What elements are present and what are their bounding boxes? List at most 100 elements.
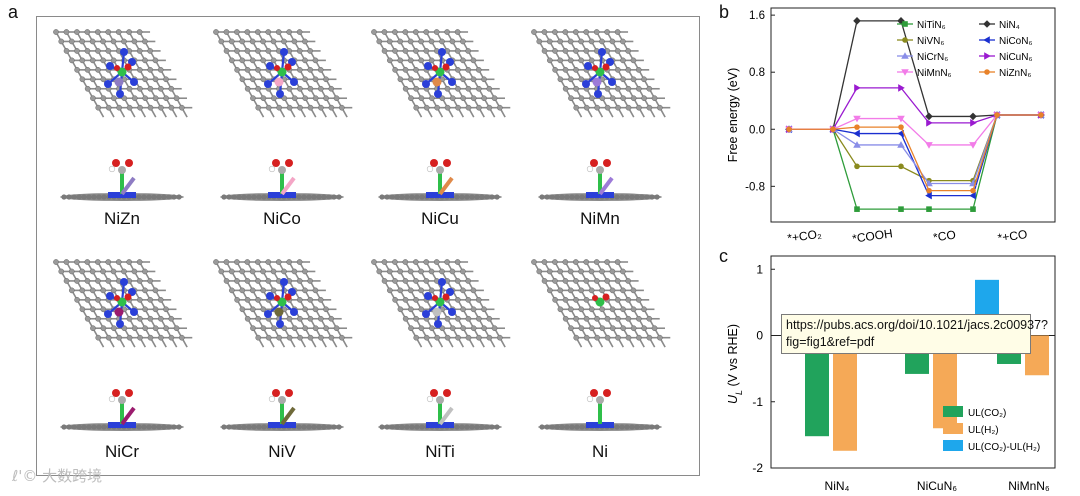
data-point	[902, 21, 908, 27]
y-tick-label: -1	[752, 395, 763, 409]
legend-item: NiZnN₆	[979, 68, 1031, 79]
legend-label: NiN₄	[999, 20, 1020, 31]
y-tick-label: 1	[756, 262, 763, 276]
data-point	[897, 141, 905, 148]
data-point	[898, 124, 904, 130]
series-path	[789, 114, 1041, 146]
structure-cell: NiCo	[202, 22, 362, 242]
graphene-model-icon	[213, 259, 353, 431]
series-line	[786, 112, 1044, 184]
x-category-label: NiCuN₆	[917, 479, 957, 493]
free-energy-chart: 1.6 0.8 0.0 -0.8 *+CO₂ *COOH *CO *+CO NiTiN₆ NiN…	[726, 7, 1056, 246]
panel-label-b: b	[719, 2, 730, 22]
graphene-model-icon	[531, 259, 671, 431]
data-point	[969, 191, 976, 200]
series-line	[785, 111, 1045, 187]
data-point	[854, 163, 860, 170]
y-tick-label: 0.8	[749, 67, 765, 79]
data-point	[898, 163, 904, 170]
structure-cell: NiZn	[42, 22, 202, 242]
legend-item: UL(CO₂)-UL(H₂)	[943, 440, 1040, 453]
data-point	[898, 206, 904, 212]
x-category-label: NiMnN₆	[1008, 479, 1050, 493]
data-point	[854, 124, 860, 130]
data-point	[926, 119, 933, 127]
data-point	[898, 84, 905, 92]
structure-label: NiCu	[421, 209, 459, 228]
structure-label: NiZn	[104, 209, 140, 228]
series-line	[786, 112, 1044, 194]
legend-label: NiCuN₆	[999, 52, 1032, 63]
chart-b-plot-frame	[770, 7, 1056, 223]
data-point	[854, 84, 861, 92]
limiting-potential-chart: 1 0 -1 -2 NiN₄ NiCuN₆ NiMnN₆ UL(CO₂) UL(H₂) UL(C…	[726, 255, 1056, 493]
data-point	[969, 142, 977, 149]
data-point	[926, 206, 932, 212]
data-point	[925, 142, 933, 149]
structure-label: NiCo	[263, 209, 301, 228]
graphene-model-icon	[213, 29, 353, 201]
legend-item: NiCrN₆	[897, 52, 948, 63]
data-point	[897, 115, 905, 123]
structure-cell: NiCr	[42, 252, 202, 472]
legend-item: UL(CO₂)	[943, 406, 1006, 419]
data-point	[984, 52, 991, 60]
legend-label: UL(H₂)	[968, 425, 999, 436]
chart-b-ylabel: Free energy (eV)	[726, 68, 740, 162]
legend-item: NiVN₆	[897, 36, 944, 47]
legend-item: NiTiN₆	[897, 20, 946, 31]
graphene-model-icon	[371, 29, 511, 201]
legend-label: NiZnN₆	[999, 68, 1031, 79]
graphene-model-icon	[531, 29, 671, 201]
data-point	[897, 129, 904, 138]
legend-label: NiVN₆	[917, 36, 944, 47]
structure-cell: NiMn	[520, 22, 680, 242]
y-tick-label: -2	[752, 461, 763, 475]
doi-link-tooltip[interactable]: https://pubs.acs.org/doi/10.1021/jacs.2c…	[781, 314, 1048, 354]
legend-item: NiN₄	[979, 20, 1020, 31]
data-point	[854, 206, 860, 212]
series-line	[786, 84, 1045, 134]
bar	[833, 335, 857, 451]
series-path	[789, 114, 1041, 182]
series-line	[786, 112, 1044, 212]
x-category-label: *+CO₂	[786, 227, 822, 246]
panel-label-c: c	[719, 246, 728, 266]
x-category-label: *CO	[932, 228, 956, 245]
y-tick-label: 1.6	[749, 10, 765, 22]
structure-cell: NiV	[202, 252, 362, 472]
data-point	[853, 129, 860, 138]
graphene-model-icon	[53, 29, 193, 201]
data-point	[925, 179, 933, 187]
data-point	[786, 126, 792, 133]
legend-label: NiTiN₆	[917, 20, 946, 31]
y-tick-label: 0	[756, 329, 763, 343]
legend-item: NiCuN₆	[979, 52, 1032, 63]
structure-cell: NiTi	[360, 252, 520, 472]
x-category-label: NiN₄	[825, 479, 850, 493]
panel-label-a: a	[8, 2, 19, 22]
chart-c-ylabel: UL (V vs RHE)	[726, 324, 744, 404]
series-line	[785, 111, 1044, 200]
series-line	[785, 112, 1045, 149]
structure-cell: NiCu	[360, 22, 520, 242]
data-point	[984, 69, 990, 75]
data-point	[853, 115, 861, 123]
data-point	[925, 191, 932, 200]
x-category-label: *+CO	[997, 227, 1028, 245]
series-path	[789, 114, 1041, 197]
data-point	[994, 112, 1000, 118]
data-point	[969, 112, 977, 121]
data-point	[901, 52, 909, 59]
data-point	[902, 37, 908, 43]
structure-label: NiV	[268, 442, 296, 461]
data-point	[983, 36, 990, 44]
series-path	[789, 114, 1041, 192]
y-tick-label: 0.0	[749, 124, 765, 136]
data-point	[970, 206, 976, 212]
data-point	[1038, 112, 1044, 118]
y-tick-label: -0.8	[745, 181, 765, 193]
series-path	[789, 87, 1041, 130]
data-point	[926, 187, 932, 194]
legend-label: UL(CO₂)-UL(H₂)	[968, 442, 1040, 453]
